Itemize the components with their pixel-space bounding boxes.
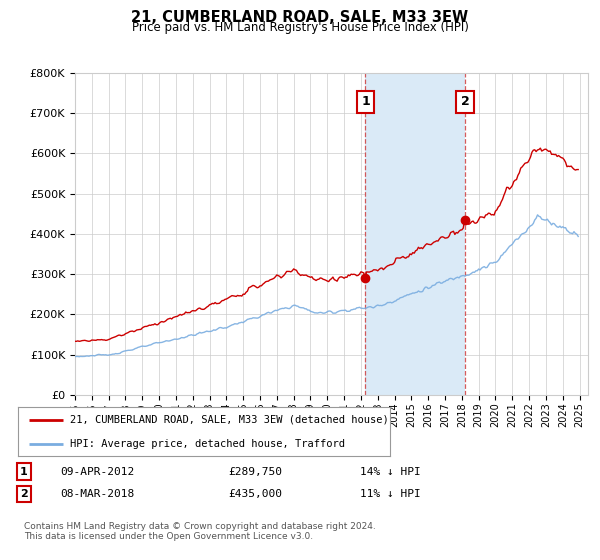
Text: 09-APR-2012: 09-APR-2012 xyxy=(60,466,134,477)
Text: 2: 2 xyxy=(461,95,469,108)
Text: 21, CUMBERLAND ROAD, SALE, M33 3EW: 21, CUMBERLAND ROAD, SALE, M33 3EW xyxy=(131,10,469,25)
Text: 14% ↓ HPI: 14% ↓ HPI xyxy=(360,466,421,477)
Text: 08-MAR-2018: 08-MAR-2018 xyxy=(60,489,134,499)
Text: £289,750: £289,750 xyxy=(228,466,282,477)
Text: HPI: Average price, detached house, Trafford: HPI: Average price, detached house, Traf… xyxy=(70,438,345,449)
Text: 1: 1 xyxy=(361,95,370,108)
Text: £435,000: £435,000 xyxy=(228,489,282,499)
Text: 1: 1 xyxy=(20,466,28,477)
Text: 11% ↓ HPI: 11% ↓ HPI xyxy=(360,489,421,499)
Text: 2: 2 xyxy=(20,489,28,499)
Text: 21, CUMBERLAND ROAD, SALE, M33 3EW (detached house): 21, CUMBERLAND ROAD, SALE, M33 3EW (deta… xyxy=(70,415,389,425)
Text: Price paid vs. HM Land Registry's House Price Index (HPI): Price paid vs. HM Land Registry's House … xyxy=(131,21,469,34)
Bar xyxy=(365,73,465,395)
Text: Contains HM Land Registry data © Crown copyright and database right 2024.
This d: Contains HM Land Registry data © Crown c… xyxy=(24,522,376,542)
